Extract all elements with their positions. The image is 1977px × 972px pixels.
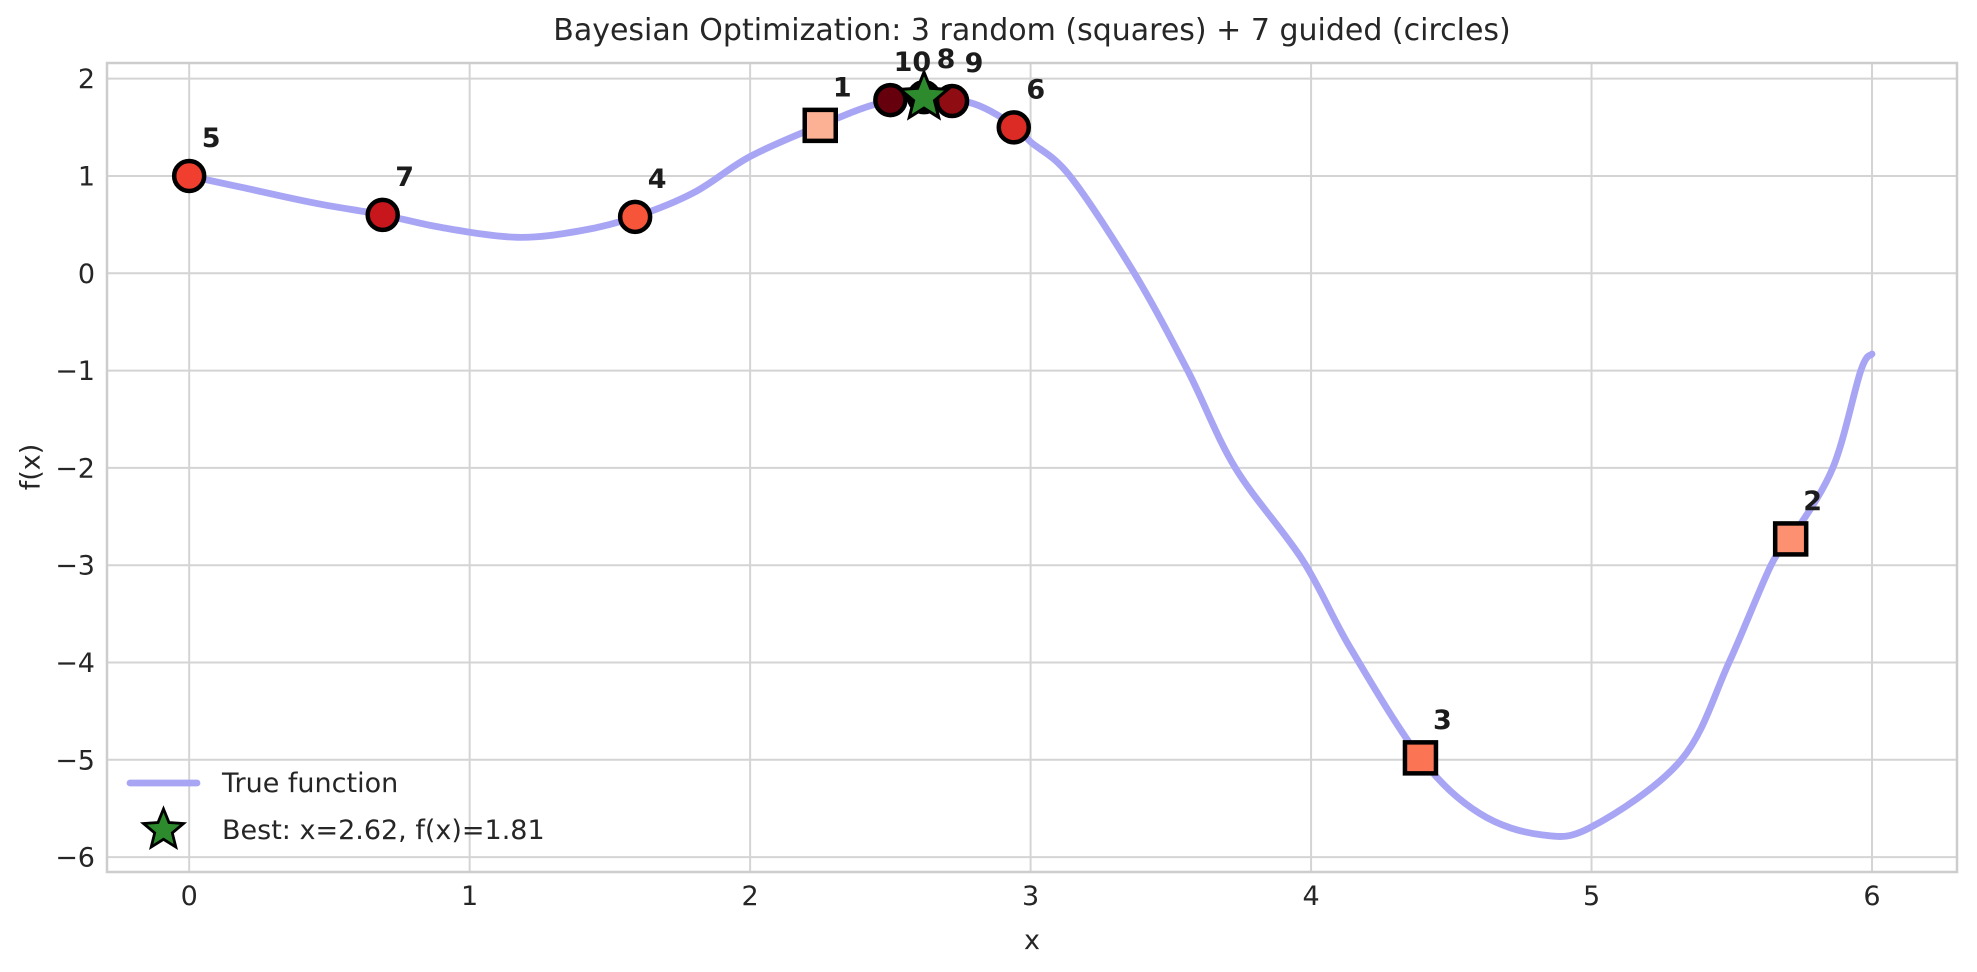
y-tick-label: −1 (55, 356, 95, 387)
y-tick-label: −4 (55, 648, 95, 679)
chart-title: Bayesian Optimization: 3 random (squares… (553, 13, 1511, 48)
true-function-curve (185, 93, 1876, 840)
point-label-3: 3 (1433, 705, 1452, 736)
axes-border (105, 61, 1959, 874)
x-tick-label: 2 (742, 881, 759, 912)
x-tick-label: 0 (181, 881, 198, 912)
data-points (171, 79, 1809, 776)
y-tick-label: 0 (78, 259, 95, 290)
point-labels: 1 2 3 4 5 6 7 8 9 10 (202, 44, 1822, 736)
best-star (896, 68, 952, 121)
sample-point-1 (802, 107, 838, 144)
sample-point-3 (1402, 740, 1439, 776)
legend-best-label: Best: x=2.62, f(x)=1.81 (222, 815, 545, 846)
x-tick-label: 1 (461, 881, 478, 912)
sample-point-6 (996, 110, 1032, 145)
y-tick-label: −6 (55, 843, 95, 874)
y-axis-label: f(x) (15, 443, 47, 491)
sample-point-5 (171, 158, 207, 194)
y-tick-label: −5 (55, 745, 95, 776)
point-label-4: 4 (648, 164, 667, 195)
point-label-6: 6 (1026, 74, 1045, 105)
point-label-5: 5 (202, 123, 221, 154)
x-tick-label: 3 (1022, 881, 1039, 912)
y-tick-label: −3 (55, 551, 95, 582)
legend-true-function-label: True function (222, 768, 399, 799)
x-axis-label: x (1024, 925, 1040, 956)
best-star-marker (896, 68, 952, 121)
legend-markers (126, 779, 201, 851)
y-tick-label: −2 (55, 453, 95, 484)
point-label-1: 1 (833, 72, 852, 103)
x-tick-label: 5 (1583, 881, 1600, 912)
sample-point-7 (365, 197, 400, 233)
point-label-2: 2 (1803, 486, 1822, 517)
point-label-10: 10 (894, 47, 932, 78)
y-tick-label: 2 (78, 64, 95, 95)
tick-labels: 0 1 2 3 4 5 6 2 1 0 −1 −2 −3 −4 −5 −6 (55, 64, 1880, 912)
point-label-9: 9 (965, 48, 984, 79)
y-tick-label: 1 (78, 161, 95, 192)
sample-point-10 (873, 82, 908, 118)
legend-star-sample (139, 805, 188, 851)
grid-lines (107, 63, 1957, 872)
point-label-8: 8 (937, 44, 956, 75)
sample-point-2 (1772, 521, 1809, 557)
point-label-7: 7 (395, 162, 414, 193)
x-tick-label: 4 (1302, 881, 1319, 912)
sample-point-4 (617, 199, 653, 235)
x-tick-label: 6 (1863, 881, 1880, 912)
